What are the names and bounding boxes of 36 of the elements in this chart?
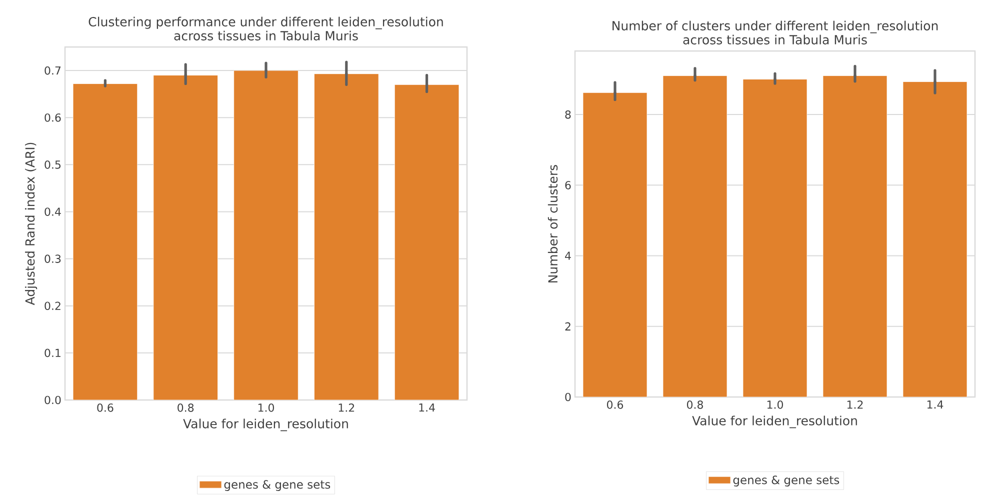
- y-tick-label: 8: [565, 110, 571, 119]
- x-tick-label: 0.8: [178, 404, 194, 412]
- bar: [394, 84, 460, 400]
- y-tick-label: 0.6: [44, 113, 61, 122]
- y-tick-label: 0.0: [44, 396, 61, 404]
- bar: [72, 84, 138, 400]
- y-tick-label: 0: [565, 392, 571, 402]
- bar: [314, 74, 379, 400]
- x-tick-label: 1.2: [338, 404, 354, 412]
- y-tick-label: 0.1: [44, 348, 60, 358]
- x-tick-label: 1.0: [258, 404, 274, 412]
- x-axis-title: Value for leiden_resolution: [183, 418, 348, 432]
- x-tick-label: 1.0: [767, 400, 784, 409]
- legend-label: genes & gene sets: [733, 476, 840, 486]
- x-tick-label: 1.2: [847, 400, 863, 409]
- y-tick-label: 2: [565, 322, 570, 330]
- y-tick-label: 4: [565, 252, 571, 260]
- bar: [153, 75, 218, 400]
- y-axis-title: Adjusted Rand index (ARI): [25, 142, 38, 306]
- chart-title: Number of clusters under different leiden_resolution across tissues in Tabula Muris: [612, 20, 938, 44]
- bar: [234, 70, 298, 400]
- x-tick-label: 0.6: [606, 400, 624, 409]
- x-tick-label: 1.4: [927, 400, 944, 409]
- y-tick-label: 0.3: [44, 254, 61, 263]
- x-tick-label: 0.8: [686, 400, 703, 409]
- y-tick-label: 6: [565, 181, 571, 190]
- legend-label: genes & gene sets: [224, 480, 330, 491]
- y-tick-label: 0.4: [44, 208, 61, 216]
- chart-title: Clustering performance under different leiden_resolution across tissues in Tabula Muris: [88, 16, 443, 40]
- y-tick-label: 0.7: [44, 66, 61, 75]
- y-tick-label: 0.5: [44, 160, 61, 169]
- y-axis-title: Number of clusters: [548, 164, 558, 282]
- x-tick-label: 0.6: [97, 404, 114, 412]
- y-tick-label: 0.2: [44, 302, 60, 310]
- x-tick-label: 1.4: [419, 404, 435, 412]
- x-axis-title: Value for leiden_resolution: [692, 416, 857, 428]
